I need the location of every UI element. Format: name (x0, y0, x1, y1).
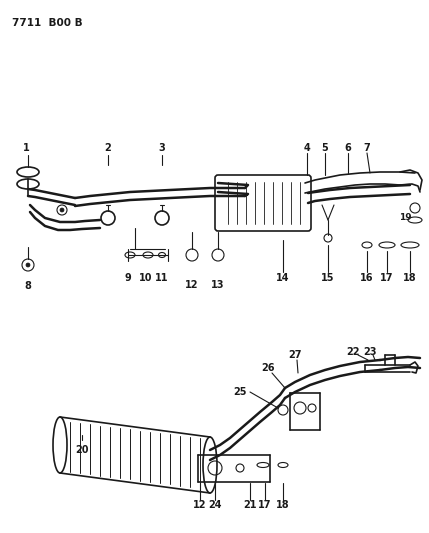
Text: 13: 13 (211, 280, 225, 290)
Text: 21: 21 (243, 500, 257, 510)
Text: 25: 25 (233, 387, 247, 397)
Text: 7: 7 (364, 143, 370, 153)
Text: 5: 5 (322, 143, 328, 153)
Text: 17: 17 (258, 500, 272, 510)
Text: 27: 27 (288, 350, 302, 360)
Text: 26: 26 (261, 363, 275, 373)
Text: 24: 24 (208, 500, 222, 510)
Text: 1: 1 (23, 143, 29, 153)
Text: 11: 11 (155, 273, 169, 283)
Text: 19: 19 (399, 214, 412, 222)
Text: 15: 15 (321, 273, 335, 283)
Text: 4: 4 (304, 143, 310, 153)
Text: 3: 3 (159, 143, 165, 153)
Text: 20: 20 (75, 445, 89, 455)
Text: 23: 23 (363, 347, 377, 357)
Text: 16: 16 (360, 273, 374, 283)
Text: 22: 22 (346, 347, 360, 357)
Text: 7711  B00 B: 7711 B00 B (12, 18, 83, 28)
Circle shape (26, 263, 30, 267)
Text: 6: 6 (344, 143, 351, 153)
Text: 9: 9 (125, 273, 131, 283)
Text: 8: 8 (24, 281, 31, 291)
Text: 2: 2 (105, 143, 112, 153)
Text: 18: 18 (403, 273, 417, 283)
Text: 10: 10 (139, 273, 153, 283)
Text: 12: 12 (185, 280, 199, 290)
Text: 12: 12 (193, 500, 207, 510)
Text: 14: 14 (276, 273, 290, 283)
Text: 18: 18 (276, 500, 290, 510)
Text: 17: 17 (380, 273, 394, 283)
Circle shape (60, 208, 64, 212)
